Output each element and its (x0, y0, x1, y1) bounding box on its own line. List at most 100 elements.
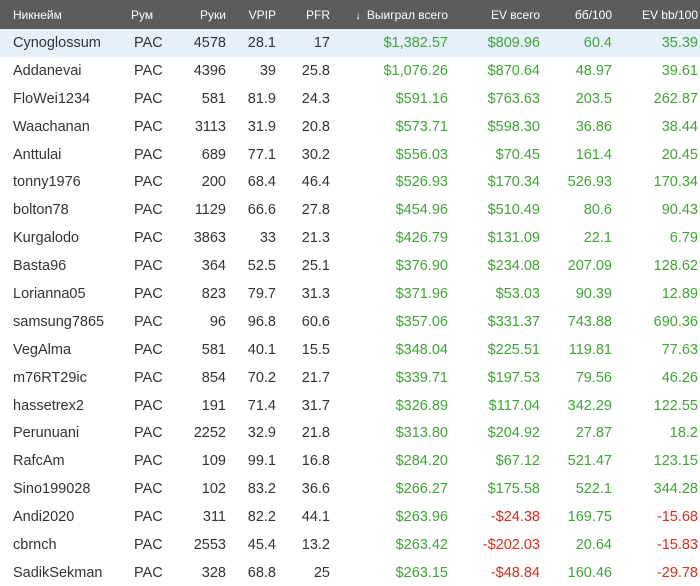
table-row[interactable]: m76RT29ic PAC 854 70.2 21.7 $339.71 $197.53 79.… (0, 364, 700, 392)
ev-total-cell: $225.51 (487, 341, 540, 358)
room-cell: PAC (134, 341, 163, 358)
bb100-cell: 207.09 (567, 258, 612, 275)
won-total-cell: $526.93 (395, 174, 448, 191)
table-row[interactable]: FloWei1234 PAC 581 81.9 24.3 $591.16 $763.63 20… (0, 85, 700, 113)
column-header-hands[interactable]: Руки (200, 7, 226, 22)
ev-bb100-cell: -15.83 (656, 536, 698, 553)
ev-total-cell: $175.58 (487, 481, 540, 498)
player-nickname: hassetrex2 (13, 397, 84, 414)
hands-cell: 328 (201, 564, 226, 581)
table-row[interactable]: Sino199028 PAC 102 83.2 36.6 $266.27 $175.58 52… (0, 475, 700, 503)
player-nickname: tonny1976 (13, 174, 81, 191)
vpip-cell: 96.8 (247, 313, 276, 330)
table-row[interactable]: SadikSekman PAC 328 68.8 25 $263.15 -$48.84 160… (0, 559, 700, 586)
table-row[interactable]: hassetrex2 PAC 191 71.4 31.7 $326.89 $117.04 34… (0, 392, 700, 420)
room-cell: PAC (134, 34, 163, 51)
room-cell: PAC (134, 397, 163, 414)
table-row[interactable]: cbrnch PAC 2553 45.4 13.2 $263.42 -$202.03 20.6… (0, 531, 700, 559)
ev-bb100-cell: 344.28 (653, 481, 698, 498)
pfr-cell: 13.2 (301, 536, 330, 553)
pfr-cell: 25.1 (301, 258, 330, 275)
pfr-cell: 21.7 (301, 369, 330, 386)
table-row[interactable]: RafcAm PAC 109 99.1 16.8 $284.20 $67.12 521.47 1… (0, 447, 700, 475)
vpip-cell: 33 (259, 230, 276, 247)
room-cell: PAC (134, 369, 163, 386)
vpip-cell: 83.2 (247, 481, 276, 498)
table-row[interactable]: bolton78 PAC 1129 66.6 27.8 $454.96 $510.49 80.… (0, 196, 700, 224)
bb100-cell: 80.6 (583, 202, 612, 219)
vpip-cell: 99.1 (247, 453, 276, 470)
player-nickname: samsung7865 (13, 313, 105, 330)
vpip-cell: 45.4 (247, 536, 276, 553)
won-total-cell: $556.03 (395, 146, 448, 163)
column-header-vpip[interactable]: VPIP (248, 7, 276, 22)
ev-bb100-cell: 12.89 (661, 285, 698, 302)
column-header-bb100[interactable]: бб/100 (574, 7, 612, 22)
ev-bb100-cell: 6.79 (669, 230, 698, 247)
pfr-cell: 25.8 (301, 62, 330, 79)
table-row[interactable]: Anttulai PAC 689 77.1 30.2 $556.03 $70.45 161.4… (0, 141, 700, 169)
room-cell: PAC (134, 174, 163, 191)
won-total-cell: $326.89 (395, 397, 448, 414)
won-total-cell: $313.80 (395, 425, 448, 442)
ev-total-cell: $510.49 (487, 202, 540, 219)
table-row[interactable]: Basta96 PAC 364 52.5 25.1 $376.90 $234.08 207.0… (0, 252, 700, 280)
vpip-cell: 82.2 (247, 509, 276, 526)
ev-bb100-cell: -29.78 (656, 564, 698, 581)
table-row[interactable]: Addanevai PAC 4396 39 25.8 $1,076.26 $870.64 48… (0, 57, 700, 85)
hands-cell: 4396 (193, 62, 226, 79)
hands-cell: 2553 (193, 536, 226, 553)
bb100-cell: 522.1 (575, 481, 612, 498)
table-row[interactable]: VegAlma PAC 581 40.1 15.5 $348.04 $225.51 119.8… (0, 336, 700, 364)
ev-bb100-cell: 20.45 (661, 146, 698, 163)
ev-total-cell: $331.37 (487, 313, 540, 330)
column-header-won-total[interactable]: ↓ Выиграл всего (330, 8, 448, 22)
room-cell: PAC (134, 453, 163, 470)
player-nickname: VegAlma (13, 341, 72, 358)
vpip-cell: 40.1 (247, 341, 276, 358)
bb100-cell: 79.56 (575, 369, 612, 386)
ev-bb100-cell: 170.34 (653, 174, 698, 191)
pfr-cell: 24.3 (301, 90, 330, 107)
player-nickname: Sino199028 (13, 481, 91, 498)
pfr-cell: 46.4 (301, 174, 330, 191)
pfr-cell: 17 (313, 34, 330, 51)
table-row[interactable]: Andi2020 PAC 311 82.2 44.1 $263.96 -$24.38 169.… (0, 503, 700, 531)
player-nickname: Addanevai (13, 62, 82, 79)
column-header-ev-bb100[interactable]: EV bb/100 (641, 7, 698, 22)
ev-total-cell: -$202.03 (482, 536, 540, 553)
room-cell: PAC (134, 536, 163, 553)
column-header-ev-total[interactable]: EV всего (490, 7, 540, 22)
table-row[interactable]: Cynoglossum PAC 4578 28.1 17 $1,382.57 $809.96… (0, 29, 700, 57)
bb100-cell: 20.64 (575, 536, 612, 553)
ev-total-cell: $67.12 (495, 453, 540, 470)
pfr-cell: 36.6 (301, 481, 330, 498)
vpip-cell: 71.4 (247, 397, 276, 414)
room-cell: PAC (134, 564, 163, 581)
bb100-cell: 203.5 (575, 90, 612, 107)
vpip-cell: 81.9 (247, 90, 276, 107)
room-cell: PAC (134, 90, 163, 107)
ev-total-cell: $197.53 (487, 369, 540, 386)
ev-bb100-cell: -15.68 (656, 509, 698, 526)
hands-cell: 1129 (194, 202, 226, 219)
column-header-nickname[interactable]: Никнейм (13, 7, 62, 22)
bb100-cell: 169.75 (567, 509, 612, 526)
hands-cell: 4578 (193, 34, 226, 51)
column-header-pfr[interactable]: PFR (306, 7, 330, 22)
table-row[interactable]: Lorianna05 PAC 823 79.7 31.3 $371.96 $53.03 90.… (0, 280, 700, 308)
room-cell: PAC (134, 258, 163, 275)
bb100-cell: 22.1 (583, 230, 612, 247)
hands-cell: 581 (201, 341, 226, 358)
won-total-cell: $266.27 (395, 481, 448, 498)
table-row[interactable]: Waachanan PAC 3113 31.9 20.8 $573.71 $598.30 36… (0, 113, 700, 141)
won-total-cell: $263.15 (395, 564, 448, 581)
table-row[interactable]: tonny1976 PAC 200 68.4 46.4 $526.93 $170.34 526… (0, 168, 700, 196)
vpip-cell: 77.1 (247, 146, 276, 163)
table-row[interactable]: Kurgalodo PAC 3863 33 21.3 $426.79 $131.09 22.1… (0, 224, 700, 252)
column-header-room[interactable]: Рум (131, 7, 154, 22)
table-row[interactable]: Perunuani PAC 2252 32.9 21.8 $313.80 $204.92 27… (0, 419, 700, 447)
bb100-cell: 36.86 (575, 118, 612, 135)
table-row[interactable]: samsung7865 PAC 96 96.8 60.6 $357.06 $331.37 74… (0, 308, 700, 336)
player-nickname: Lorianna05 (13, 285, 86, 302)
